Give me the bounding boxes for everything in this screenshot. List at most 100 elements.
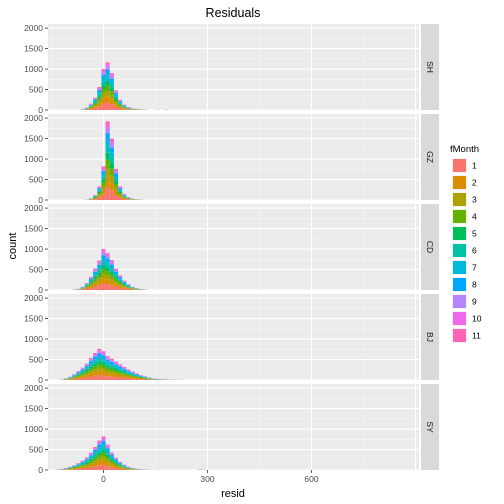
histogram-bar-segment: [109, 281, 114, 286]
histogram-bar-segment: [101, 81, 106, 86]
histogram-bar-segment: [109, 373, 114, 377]
histogram-bar-segment: [109, 269, 114, 273]
histogram-bar-segment: [97, 92, 102, 95]
histogram-bar-segment: [105, 450, 110, 453]
legend-item-6: 6: [452, 243, 477, 258]
histogram-bar-segment: [105, 264, 110, 268]
histogram-bar-segment: [101, 194, 106, 200]
histogram-bar-segment: [118, 102, 123, 103]
histogram-bar-segment: [118, 464, 123, 466]
histogram-bar-segment: [97, 90, 102, 93]
histogram-bar-segment: [105, 254, 110, 257]
histogram-bar-segment: [113, 374, 119, 378]
histogram-bar-segment: [122, 283, 127, 285]
histogram-bar-segment: [101, 283, 106, 290]
histogram-bar-segment: [84, 458, 89, 460]
histogram-bar-segment: [122, 281, 127, 282]
histogram-bar-segment: [118, 284, 123, 286]
histogram-bar-segment: [76, 373, 81, 375]
histogram-bar-segment: [88, 455, 94, 457]
histogram-bar-segment: [84, 464, 89, 467]
histogram-bar-segment: [109, 152, 114, 158]
histogram-bar-segment: [101, 98, 106, 104]
histogram-bar-segment: [126, 469, 131, 470]
y-tick-label: 1500: [24, 134, 43, 144]
histogram-bar-segment: [93, 363, 98, 367]
histogram-bar-segment: [113, 269, 119, 271]
histogram-bar-segment: [105, 102, 110, 110]
histogram-bar-segment: [105, 152, 110, 160]
histogram-bar-segment: [72, 376, 77, 378]
histogram-bar-segment: [122, 367, 127, 368]
histogram-bar-segment: [88, 364, 94, 367]
histogram-bar-segment: [97, 103, 102, 107]
histogram-bar-segment: [101, 460, 106, 465]
histogram-bar-segment: [122, 467, 127, 469]
y-tick-label: 1000: [24, 244, 43, 254]
histogram-bar-segment: [84, 460, 89, 462]
facet-strip-label: BJ: [425, 332, 435, 342]
histogram-bar-segment: [97, 358, 102, 362]
histogram-bar-segment: [88, 452, 94, 454]
histogram-bar-segment: [109, 147, 114, 153]
histogram-bar-segment: [93, 198, 98, 199]
histogram-bar-segment: [84, 459, 89, 461]
histogram-bar-segment: [93, 98, 98, 100]
histogram-bar-segment: [93, 369, 98, 373]
histogram-bar-segment: [113, 98, 119, 100]
histogram-bar-segment: [113, 93, 119, 95]
x-tick-label: 600: [304, 474, 318, 484]
legend-label: 2: [472, 178, 477, 188]
histogram-bar-segment: [97, 106, 102, 110]
histogram-bar-segment: [105, 256, 110, 259]
histogram-bar-segment: [93, 452, 98, 455]
histogram-bar-segment: [109, 371, 114, 374]
histogram-bar-segment: [113, 271, 119, 274]
histogram-bar-segment: [84, 462, 89, 464]
histogram-bar-segment: [105, 444, 110, 446]
histogram-bar-segment: [97, 351, 102, 354]
histogram-bar-segment: [80, 463, 85, 465]
histogram-bar-segment: [122, 107, 127, 108]
histogram-bar-segment: [97, 454, 102, 459]
histogram-bar-segment: [109, 467, 114, 470]
histogram-bar-segment: [88, 376, 94, 380]
histogram-bar-segment: [105, 462, 110, 466]
histogram-bar-segment: [93, 198, 98, 200]
histogram-bar-segment: [113, 364, 119, 366]
histogram-bar-segment: [88, 107, 94, 109]
facet-panels: 0 500 1000 1500 2000 SH 0 500 1000 1500 2000 GZ 0 500…: [24, 23, 439, 475]
legend-label: 3: [472, 195, 477, 205]
histogram-bar-segment: [101, 85, 106, 90]
histogram-bar-segment: [105, 73, 110, 78]
histogram-bar-segment: [97, 272, 102, 275]
histogram-bar-segment: [118, 287, 123, 290]
histogram-bar-segment: [80, 369, 85, 371]
facet-panel-sy: 0 500 1000 1500 2000 SY: [24, 383, 439, 475]
histogram-bar-segment: [97, 370, 102, 376]
histogram-bar-segment: [118, 103, 123, 105]
histogram-bar-segment: [93, 199, 98, 200]
histogram-bar-segment: [97, 87, 102, 89]
legend-key-swatch: [453, 278, 466, 291]
facet-panel-bj: 0 500 1000 1500 2000 BJ: [24, 293, 439, 385]
histogram-bar-segment: [93, 355, 98, 358]
histogram-bar-segment: [93, 463, 98, 467]
histogram-bar-segment: [118, 372, 123, 374]
histogram-bar-segment: [97, 444, 102, 448]
histogram-bar-segment: [101, 439, 106, 442]
histogram-bar-segment: [126, 288, 131, 290]
histogram-bar-segment: [101, 190, 106, 195]
histogram-bar-segment: [118, 463, 123, 464]
legend-item-5: 5: [452, 226, 477, 241]
y-tick-label: 1500: [24, 314, 43, 324]
histogram-bar-segment: [93, 270, 98, 272]
histogram-bar-segment: [97, 278, 102, 282]
histogram-bar-segment: [109, 369, 114, 372]
histogram-bar-segment: [130, 375, 135, 377]
histogram-bar-segment: [88, 368, 94, 372]
histogram-bar-segment: [101, 360, 106, 363]
histogram-bar-segment: [109, 457, 114, 460]
histogram-bar-segment: [118, 101, 123, 103]
histogram-bar-segment: [113, 462, 119, 464]
